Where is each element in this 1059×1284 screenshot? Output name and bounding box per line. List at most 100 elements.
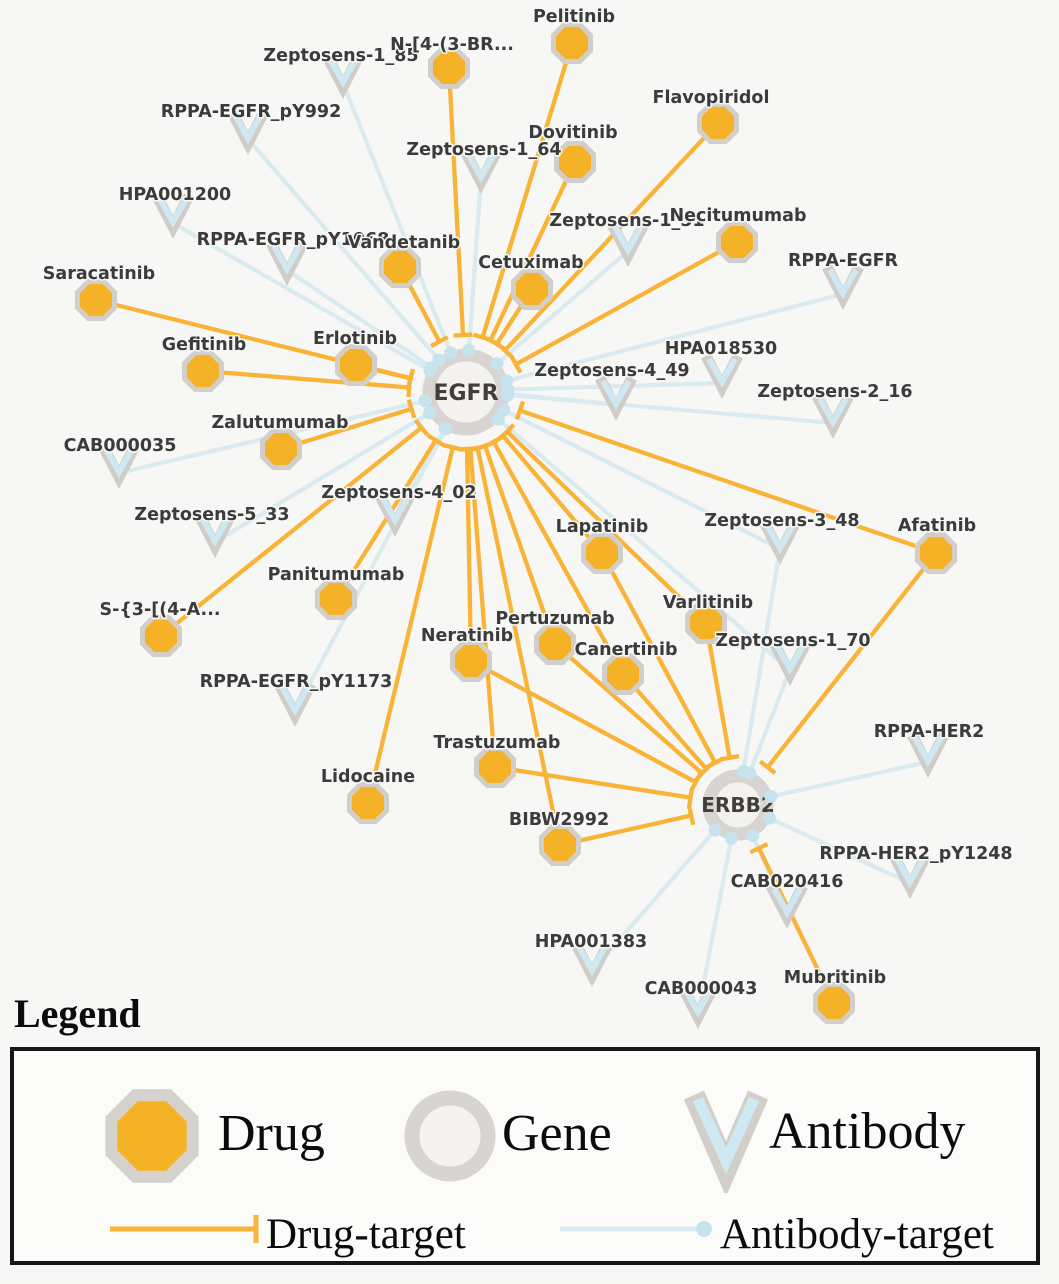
drug-node [605,656,642,693]
drug-label: Afatinib [898,516,976,536]
antibody-label: RPPA-HER2 [874,722,985,742]
drug-target-tbar [517,401,523,419]
drug-label: Zalutumumab [211,413,348,433]
antibody-label: Zeptosens-5_33 [134,505,289,525]
antibody-target-dot [425,361,438,374]
legend-title: Legend [14,990,141,1037]
drug-label: Varlitinib [663,593,753,613]
antibody-label: RPPA-HER2_pY1248 [819,844,1012,864]
drug-node [557,144,594,181]
drug-label: Panitumumab [268,565,405,585]
drug-node [700,105,737,142]
antibody-label: Zeptosens-4_49 [534,361,689,381]
drug-label: Pelitinib [533,7,615,27]
drug-label: Gefitinib [162,335,247,355]
drug-node [263,431,300,468]
antibody-target-edge [771,762,928,797]
drug-label: N-[4-(3-BR... [390,35,514,55]
drug-node [719,224,756,261]
antibody-target-dot [423,406,436,419]
drug-node [318,581,355,618]
antibody-target-dot [709,824,722,837]
antibody-target-edge-icon [554,1207,724,1251]
drug-label: Canertinib [575,640,678,660]
antibody-label: Zeptosens-1_70 [715,631,870,651]
antibody-label: CAB020416 [731,872,844,892]
drug-target-edge-icon [104,1207,274,1251]
drug-node [477,749,514,786]
antibody-label: Zeptosens-2_16 [757,382,912,402]
antibody-target-dot [444,346,457,359]
drug-node [382,249,419,286]
antibody-label: Zeptosens-1_64 [406,140,561,160]
antibody-label: Zeptosens-3_48 [704,511,859,531]
antibody-node-icon [676,1073,776,1193]
drug-label: Lapatinib [556,517,649,537]
antibody-label: CAB000043 [645,979,758,999]
antibody-label: RPPA-EGFR [788,251,899,271]
antibody-target-edge [508,383,722,390]
antibody-label: CAB000035 [64,436,177,456]
legend-antibody-label: Antibody [769,1106,965,1158]
antibody-target-dot [743,767,756,780]
antibody-target-dot [725,832,738,845]
antibody-label: HPA001383 [535,932,647,952]
drug-target-tbar [689,806,693,825]
legend-drug-target-label: Drug-target [266,1213,466,1256]
antibody-label: RPPA-EGFR_pY1173 [200,672,393,692]
drug-node-icon [98,1082,206,1190]
legend-gene-label: Gene [502,1108,612,1160]
drug-node [185,353,222,390]
drug-target-tbar [720,756,739,759]
drug-node [143,618,180,655]
drug-label: Mubritinib [784,968,886,988]
drug-node [584,535,621,572]
gene-node-icon [398,1084,502,1188]
drug-label: Flavopiridol [653,88,770,108]
antibody-target-dot [439,422,452,435]
drug-node [918,535,955,572]
antibody-target-dot [462,344,475,357]
drug-target-edge [490,162,575,340]
drug-label: Pertuzumab [495,609,614,629]
drug-target-edge [449,68,463,335]
drug-label: Vandetanib [348,233,460,253]
antibody-label: RPPA-EGFR_pY992 [161,102,342,122]
drug-node [816,985,853,1022]
antibody-target-dot [746,829,759,842]
drug-node [514,271,551,308]
legend-drug-label: Drug [218,1108,325,1160]
drug-target-tbar [454,335,473,336]
drug-label: Dovitinib [528,123,617,143]
drug-node [338,347,375,384]
drug-label: BIBW2992 [509,810,609,830]
drug-label: S-{3-[(4-A... [99,600,220,620]
drug-node [554,25,591,62]
drug-label: Necitumumab [670,206,807,226]
drug-node [350,785,387,822]
drug-target-edge [203,371,409,387]
drug-node [542,827,579,864]
drug-target-tbar [689,788,692,807]
drug-label: Cetuximab [478,253,583,273]
drug-node [537,626,574,663]
legend-antibody-target-label: Antibody-target [720,1213,994,1256]
antibody-label: HPA018530 [665,339,777,359]
drug-label: Saracatinib [43,264,155,284]
drug-label: Neratinib [421,626,513,646]
antibody-target-dot [763,812,776,825]
antibody-target-dot [501,388,514,401]
antibody-target-dot [491,357,504,370]
antibody-label: Zeptosens-4_02 [321,483,476,503]
drug-node [431,50,468,87]
gene-label-EGFR: EGFR [433,381,498,406]
drug-node [453,643,490,680]
drug-label: Lidocaine [321,767,415,787]
legend-box: Drug Gene Antibody Drug-target Antibody-… [10,1047,1040,1265]
gene-label-ERBB2: ERBB2 [701,793,774,817]
drug-label: Erlotinib [313,329,397,349]
drug-node [78,282,115,319]
antibody-target-dot [418,394,431,407]
antibody-target-dot [764,790,777,803]
